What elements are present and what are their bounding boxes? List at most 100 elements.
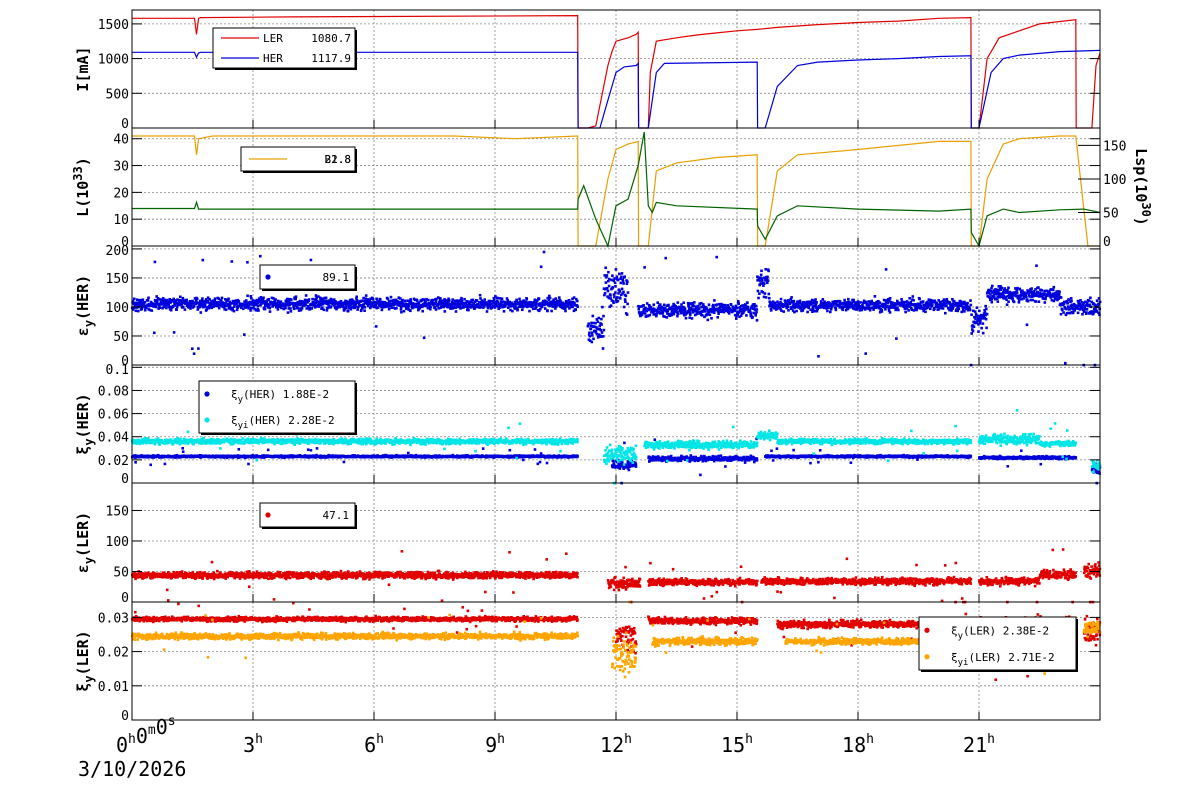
data-point: [603, 329, 606, 332]
data-point: [521, 309, 524, 312]
data-point: [869, 309, 872, 312]
data-point: [814, 298, 817, 301]
data-point: [1062, 311, 1065, 314]
y-tick-label: 20: [113, 186, 129, 201]
y-tick-label: 50: [113, 330, 129, 345]
data-point: [708, 303, 711, 306]
data-point: [1031, 299, 1034, 302]
data-point: [977, 330, 980, 333]
data-point: [859, 301, 862, 304]
data-point: [602, 315, 605, 318]
data-point: [1061, 309, 1064, 312]
data-point: [979, 322, 982, 325]
data-point: [564, 310, 567, 313]
data-point: [233, 310, 236, 313]
data-point: [985, 318, 988, 321]
data-point: [829, 311, 832, 314]
data-point: [245, 299, 248, 302]
data-point: [746, 302, 749, 305]
data-point: [463, 298, 466, 301]
data-point: [246, 261, 249, 264]
data-point: [621, 288, 624, 291]
y-tick-label: 30: [113, 160, 129, 175]
data-point: [1019, 288, 1022, 291]
data-point: [782, 310, 785, 313]
data-point: [558, 296, 561, 299]
data-point: [608, 278, 611, 281]
data-point: [164, 463, 167, 466]
data-point: [479, 294, 482, 297]
data-point: [715, 256, 718, 259]
data-point: [229, 301, 232, 304]
data-point: [576, 300, 579, 303]
data-point: [181, 447, 184, 450]
data-point: [153, 332, 156, 335]
data-point: [605, 281, 608, 284]
data-point: [1035, 300, 1038, 303]
data-point: [656, 301, 659, 304]
data-point: [249, 309, 252, 312]
data-point: [591, 331, 594, 334]
data-point: [922, 300, 925, 303]
data-point: [598, 317, 601, 320]
data-point: [280, 307, 283, 310]
data-point: [149, 464, 152, 467]
data-point: [659, 303, 662, 306]
data-point: [511, 310, 514, 313]
data-point: [364, 306, 367, 309]
data-point: [588, 332, 591, 335]
data-point: [429, 306, 432, 309]
data-point: [620, 276, 623, 279]
data-point: [600, 318, 603, 321]
data-point: [619, 297, 622, 300]
data-point: [242, 308, 245, 311]
data-point: [1003, 287, 1006, 290]
data-point: [709, 314, 712, 317]
data-point: [613, 277, 616, 280]
data-point: [133, 298, 136, 301]
data-point: [918, 298, 921, 301]
data-point: [601, 306, 604, 309]
data-point: [509, 449, 512, 452]
data-point: [429, 308, 432, 311]
y-tick-label: 100: [106, 301, 129, 316]
data-point: [984, 305, 987, 308]
data-point: [264, 308, 267, 311]
data-point: [614, 285, 617, 288]
data-point: [1086, 308, 1089, 311]
legend-label: LER: [263, 32, 283, 45]
data-point: [875, 306, 878, 309]
data-point: [609, 294, 612, 297]
data-point: [767, 270, 770, 273]
data-point: [972, 330, 975, 333]
data-point: [1016, 291, 1019, 294]
data-point: [501, 298, 504, 301]
data-point: [1058, 293, 1061, 296]
data-point: [780, 309, 783, 312]
data-point: [682, 301, 685, 304]
data-point: [728, 312, 731, 315]
data-point: [663, 304, 666, 307]
data-point: [857, 300, 860, 303]
data-point: [970, 304, 973, 307]
data-point: [745, 314, 748, 317]
data-point: [946, 298, 949, 301]
data-point: [606, 274, 609, 277]
data-point: [238, 448, 241, 451]
data-point: [793, 300, 796, 303]
data-point: [912, 295, 915, 298]
data-point: [259, 255, 262, 258]
data-point: [1007, 300, 1010, 303]
y-tick-label: 1000: [98, 53, 129, 68]
data-point: [757, 290, 760, 293]
data-point: [716, 316, 719, 319]
data-point: [196, 298, 199, 301]
data-point: [435, 308, 438, 311]
data-point: [677, 301, 680, 304]
data-point: [1052, 289, 1055, 292]
data-point: [343, 461, 346, 464]
data-point: [197, 347, 200, 350]
data-point: [980, 327, 983, 330]
data-point: [622, 291, 625, 294]
